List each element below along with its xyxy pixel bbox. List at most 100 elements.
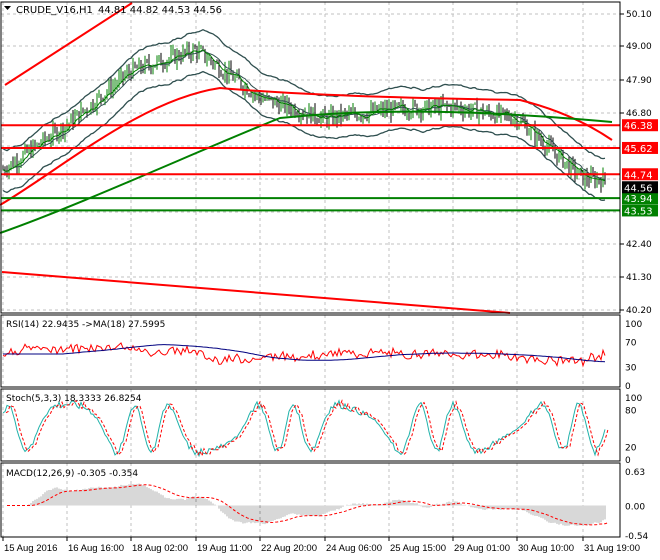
candle-body xyxy=(34,142,36,146)
candle-body xyxy=(570,160,572,173)
candle-body xyxy=(78,111,80,121)
candle-body xyxy=(430,106,432,115)
candle-body xyxy=(584,174,586,185)
candle-body xyxy=(582,170,584,185)
candle-body xyxy=(318,121,320,123)
candle-body xyxy=(244,86,246,92)
candle-body xyxy=(168,58,170,62)
y-tick-label: 47.90 xyxy=(626,76,652,86)
candle-body xyxy=(528,133,530,135)
candle-body xyxy=(228,67,230,79)
last-price-label: 44.56 xyxy=(624,183,653,194)
candle-body xyxy=(54,127,56,130)
candle-body xyxy=(192,47,194,58)
pane-border xyxy=(0,314,621,388)
candle-body xyxy=(132,62,134,78)
candle-body xyxy=(110,83,112,94)
candle-body xyxy=(100,94,102,99)
upper-trendline xyxy=(4,2,133,86)
candle-body xyxy=(250,94,252,97)
candle-body xyxy=(548,141,550,147)
candle-body xyxy=(446,103,448,106)
dropdown-triangle-icon[interactable] xyxy=(4,6,11,10)
candle-body xyxy=(378,109,380,112)
candle-body xyxy=(362,115,364,119)
candle-body xyxy=(140,61,142,70)
candle-body xyxy=(572,160,574,164)
ohlc-readout: 44.81 44.82 44.53 44.56 xyxy=(98,5,222,16)
candle-body xyxy=(214,63,216,66)
candle-body xyxy=(102,98,104,101)
candle-body xyxy=(402,103,404,110)
pane-border xyxy=(0,1,621,314)
candle-body xyxy=(554,151,556,154)
candle-body xyxy=(556,153,558,162)
candle-body xyxy=(580,169,582,171)
y-tick-label: 46.80 xyxy=(626,109,652,119)
main-price-pane[interactable] xyxy=(0,2,620,314)
candle-body xyxy=(272,97,274,106)
candle-body xyxy=(568,161,570,173)
candle-body xyxy=(500,108,502,116)
candle-body xyxy=(490,112,492,118)
level-badge xyxy=(622,192,658,205)
candle-body xyxy=(36,143,38,146)
candle-body xyxy=(562,151,564,167)
candle-body xyxy=(274,99,276,106)
candle-body xyxy=(588,180,590,183)
macd-pane[interactable]: 0.63 0.00 -0.54 xyxy=(3,468,649,542)
grid xyxy=(1,2,620,537)
candle-body xyxy=(356,114,358,120)
candle-body xyxy=(326,116,328,124)
candle-body xyxy=(200,48,202,50)
candle-body xyxy=(292,106,294,113)
candle-body xyxy=(138,61,140,69)
candle-body xyxy=(442,100,444,105)
candle-body xyxy=(128,70,130,74)
candle-body xyxy=(358,117,360,120)
candle-body xyxy=(136,66,138,69)
candle-body xyxy=(426,100,428,103)
candle-body xyxy=(458,106,460,108)
candle-body xyxy=(38,143,40,145)
candle-body xyxy=(238,73,240,80)
candle-body xyxy=(374,105,376,112)
x-tick-label: 31 Aug 19:00 xyxy=(584,543,640,554)
candle-body xyxy=(56,129,58,139)
candle-body xyxy=(260,97,262,102)
candle-body xyxy=(482,108,484,116)
y-tick-label: 0.63 xyxy=(625,468,645,478)
pane-border xyxy=(0,388,621,462)
candle-body xyxy=(74,115,76,125)
candle-body xyxy=(364,115,366,118)
candle-body xyxy=(276,99,278,104)
candle-body xyxy=(40,144,42,146)
candle-body xyxy=(22,152,24,162)
candle-body xyxy=(46,139,48,141)
candle-body xyxy=(240,79,242,88)
candle-body xyxy=(516,118,518,127)
stoch-pane[interactable]: 100 80 20 0 xyxy=(2,394,642,466)
candle-body xyxy=(422,110,424,116)
x-tick-label: 29 Aug 01:00 xyxy=(454,543,510,554)
candle-body xyxy=(254,93,256,95)
candle-body xyxy=(116,83,118,85)
y-tick-label: 70 xyxy=(625,339,637,349)
candle-body xyxy=(10,161,12,167)
y-tick-label: 0.00 xyxy=(625,502,645,512)
candle-body xyxy=(452,103,454,113)
candle-body xyxy=(52,127,54,140)
candle-body xyxy=(514,118,516,121)
candle-body xyxy=(256,92,258,95)
candle-body xyxy=(596,178,598,185)
candle-body xyxy=(398,103,400,105)
candle-body xyxy=(206,60,208,62)
candle-body xyxy=(444,103,446,105)
candle-body xyxy=(26,146,28,152)
candle-body xyxy=(538,131,540,140)
candle-body xyxy=(12,161,14,167)
bollinger-upper xyxy=(2,28,606,160)
candle-body xyxy=(248,94,250,96)
rsi-pane[interactable]: 100 70 30 0 xyxy=(2,320,642,392)
